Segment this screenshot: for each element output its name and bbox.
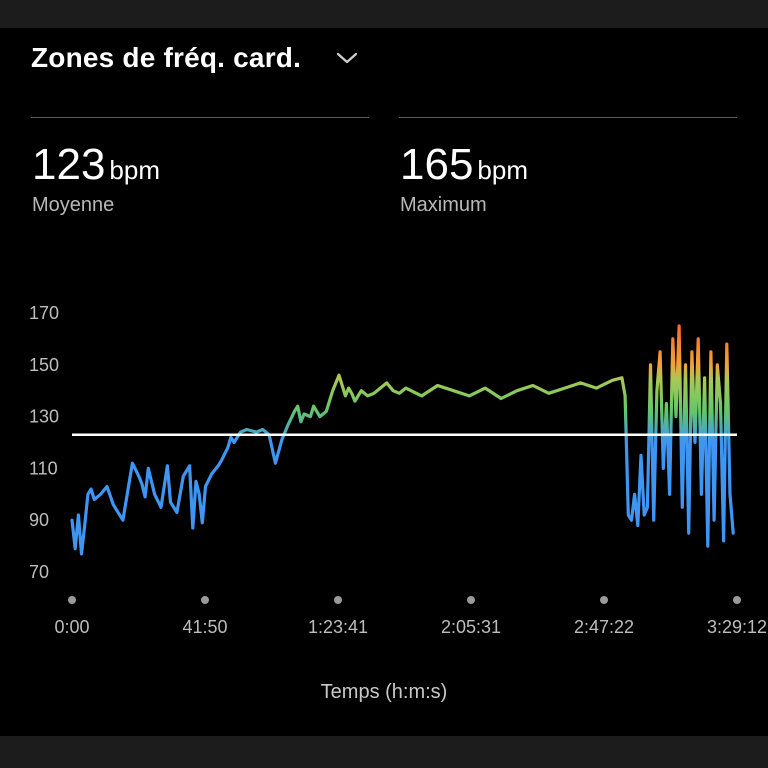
chevron-down-icon[interactable] [335,46,359,70]
y-tick-label: 170 [29,303,59,323]
maximum-stat: 165 bpm Maximum [400,140,528,217]
x-tick-dot [467,596,475,604]
x-tick-dot [600,596,608,604]
x-tick-label: 0:00 [54,617,89,637]
heart-rate-line [70,324,735,556]
x-tick-dot [201,596,209,604]
chart-header[interactable]: Zones de fréq. card. [31,42,359,74]
average-stat: 123 bpm Moyenne [32,140,160,217]
chart-title[interactable]: Zones de fréq. card. [31,42,302,73]
average-label: Moyenne [32,194,115,216]
x-axis-ticks: 0:00 41:50 1:23:41 2:05:31 2:47:22 3:29:12 [54,596,767,637]
x-tick-dot [733,596,741,604]
y-tick-label: 110 [29,458,58,478]
x-tick-label: 41:50 [182,617,227,637]
y-axis-ticks: 70 90 110 130 150 170 [29,303,59,582]
x-tick-label: 2:47:22 [574,617,634,637]
y-tick-label: 90 [29,510,49,530]
y-tick-label: 130 [29,407,59,427]
average-value: 123 [32,140,106,189]
x-tick-dot [334,596,342,604]
maximum-unit: bpm [477,155,528,185]
maximum-label: Maximum [400,194,487,216]
divider-left [31,117,369,118]
divider-right [399,117,737,118]
average-unit: bpm [109,155,160,185]
x-axis-label: Temps (h:m:s) [321,681,448,703]
maximum-value: 165 [400,140,474,189]
heart-rate-card [0,28,768,736]
y-tick-label: 70 [29,562,49,582]
x-tick-label: 2:05:31 [441,617,501,637]
x-tick-label: 1:23:41 [308,617,368,637]
x-tick-label: 3:29:12 [707,617,767,637]
x-tick-dot [68,596,76,604]
y-tick-label: 150 [29,355,59,375]
